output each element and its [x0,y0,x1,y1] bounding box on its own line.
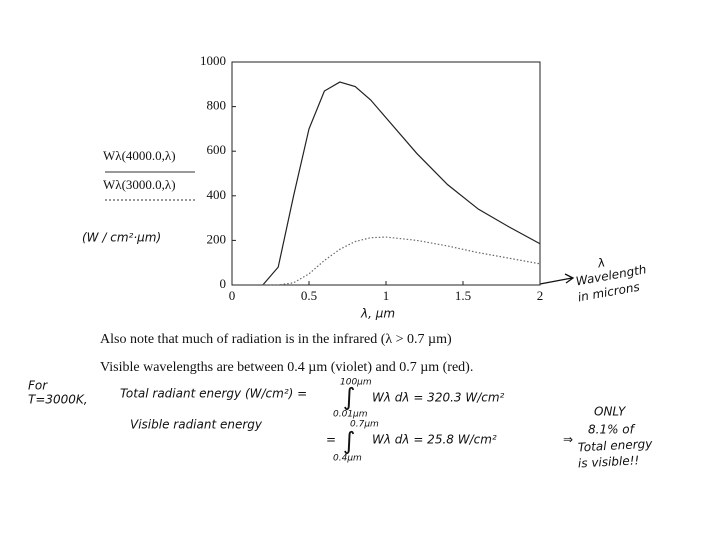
handwritten-note: Total radiant energy (W/cm²) = [120,387,307,401]
x-tick-label: 1.5 [455,288,471,303]
x-tick-label: 1 [383,288,390,303]
handwritten-note: = [326,433,336,447]
x-axis-label: λ, µm [360,307,395,321]
handwritten-note: is visible!! [578,453,640,470]
y-tick-label: 400 [207,187,227,202]
note: Visible wavelengths are between 0.4 µm (… [100,360,473,375]
handwritten-note: Wλ dλ = 320.3 W/cm² [372,391,505,405]
y-tick-label: 200 [207,231,227,246]
series-line [262,81,541,286]
handwritten-note: 0.4µm [333,454,362,464]
series-label: Wλ(4000.0,λ) [103,148,176,163]
x-tick-label: 2 [537,288,544,303]
handwritten-note: Wλ dλ = 25.8 W/cm² [372,433,497,447]
plot-frame [231,61,541,286]
x-tick-label: 0.5 [301,288,317,303]
handwritten-note: ∫ [343,383,356,411]
y-tick-label: 800 [207,98,227,113]
handwritten-note: Visible radiant energy [130,418,263,432]
y-tick-label: 1000 [200,53,226,68]
y-unit: (W / cm²·µm) [82,231,161,245]
handwritten-note: T=3000K, [28,393,88,407]
series-line [262,236,541,286]
x-tick-label: 0 [229,288,236,303]
y-tick-label: 0 [220,276,227,291]
handwritten-note: ONLY [594,405,627,419]
handwritten-note: 0.7µm [350,420,379,430]
y-tick-label: 600 [207,142,227,157]
series-label: Wλ(3000.0,λ) [103,177,176,192]
handwritten-note: Total energy [578,437,654,455]
handwritten-note: ⇒ [563,433,573,447]
handwritten-note: ∫ [343,427,356,455]
handwritten-note: λ [596,255,606,270]
axis-arrow [539,273,575,285]
handwritten-note: For [28,379,48,393]
handwritten-note: 8.1% of [588,423,636,437]
handwritten-note: 100µm [340,378,372,388]
note: Also note that much of radiation is in t… [100,332,452,347]
handwritten-note: 0.01µm [333,410,368,420]
